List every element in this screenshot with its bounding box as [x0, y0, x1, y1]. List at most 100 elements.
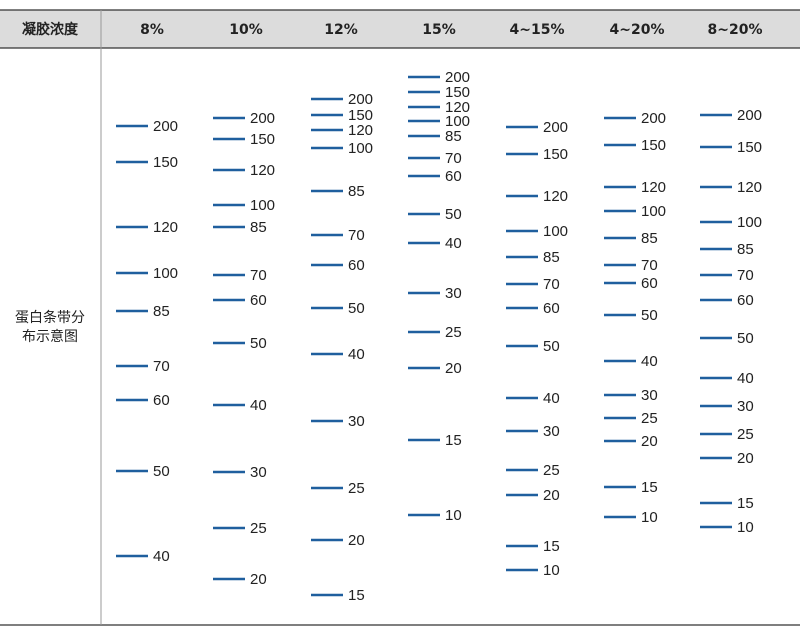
band-label: 50 — [641, 307, 658, 324]
band-label: 70 — [348, 227, 365, 244]
column-header-15pct: 15% — [422, 22, 456, 38]
band-label: 25 — [737, 426, 754, 443]
band-label: 200 — [153, 118, 178, 135]
band-label: 30 — [543, 423, 560, 440]
band-label: 60 — [153, 392, 170, 409]
band-label: 20 — [641, 433, 658, 450]
band-label: 150 — [737, 139, 762, 156]
band-label: 50 — [737, 330, 754, 347]
column-header-10pct: 10% — [229, 22, 263, 38]
band-label: 120 — [543, 188, 568, 205]
band-label: 70 — [543, 276, 560, 293]
band-label: 60 — [737, 292, 754, 309]
band-label: 30 — [641, 387, 658, 404]
band-label: 200 — [737, 107, 762, 124]
band-label: 85 — [445, 128, 462, 145]
band-label: 60 — [445, 168, 462, 185]
band-label: 120 — [641, 179, 666, 196]
band-label: 15 — [348, 587, 365, 604]
band-label: 60 — [250, 292, 267, 309]
band-label: 150 — [445, 84, 470, 101]
band-label: 10 — [737, 519, 754, 536]
band-label: 50 — [153, 463, 170, 480]
band-label: 40 — [250, 397, 267, 414]
band-label: 150 — [348, 107, 373, 124]
column-header-8pct: 8% — [140, 22, 164, 38]
band-label: 70 — [641, 257, 658, 274]
band-label: 150 — [641, 137, 666, 154]
band-label: 70 — [153, 358, 170, 375]
band-label: 100 — [348, 140, 373, 157]
band-label: 85 — [641, 230, 658, 247]
band-label: 85 — [153, 303, 170, 320]
band-label: 15 — [445, 432, 462, 449]
band-label: 25 — [445, 324, 462, 341]
band-label: 70 — [737, 267, 754, 284]
band-label: 60 — [641, 275, 658, 292]
band-label: 30 — [737, 398, 754, 415]
band-label: 50 — [445, 206, 462, 223]
band-label: 20 — [250, 571, 267, 588]
band-label: 100 — [543, 223, 568, 240]
header-row-bg — [0, 10, 800, 48]
band-label: 15 — [737, 495, 754, 512]
band-label: 70 — [250, 267, 267, 284]
band-label: 20 — [737, 450, 754, 467]
band-label: 100 — [250, 197, 275, 214]
column-header-4-20pct: 4~20% — [610, 22, 665, 38]
band-label: 40 — [737, 370, 754, 387]
band-label: 25 — [348, 480, 365, 497]
band-label: 100 — [737, 214, 762, 231]
band-label: 150 — [543, 146, 568, 163]
band-label: 50 — [348, 300, 365, 317]
band-label: 50 — [250, 335, 267, 352]
band-label: 200 — [641, 110, 666, 127]
band-label: 150 — [153, 154, 178, 171]
band-label: 200 — [445, 69, 470, 86]
column-header-4-15pct: 4~15% — [510, 22, 565, 38]
band-label: 60 — [348, 257, 365, 274]
band-label: 70 — [445, 150, 462, 167]
band-label: 100 — [153, 265, 178, 282]
band-label: 120 — [153, 219, 178, 236]
band-label: 100 — [445, 113, 470, 130]
band-label: 85 — [250, 219, 267, 236]
band-label: 40 — [641, 353, 658, 370]
band-label: 40 — [348, 346, 365, 363]
band-label: 85 — [348, 183, 365, 200]
band-label: 85 — [543, 249, 560, 266]
band-label: 20 — [445, 360, 462, 377]
band-label: 20 — [348, 532, 365, 549]
band-label: 25 — [543, 462, 560, 479]
band-label: 85 — [737, 241, 754, 258]
band-label: 10 — [445, 507, 462, 524]
band-label: 15 — [543, 538, 560, 555]
band-label: 50 — [543, 338, 560, 355]
row-label-line2: 布示意图 — [22, 328, 78, 345]
band-label: 10 — [543, 562, 560, 579]
band-label: 20 — [543, 487, 560, 504]
band-label: 120 — [348, 122, 373, 139]
column-header-12pct: 12% — [324, 22, 358, 38]
band-label: 60 — [543, 300, 560, 317]
band-label: 200 — [250, 110, 275, 127]
band-label: 120 — [737, 179, 762, 196]
band-label: 40 — [153, 548, 170, 565]
band-label: 40 — [543, 390, 560, 407]
band-label: 30 — [348, 413, 365, 430]
band-label: 10 — [641, 509, 658, 526]
band-label: 120 — [445, 99, 470, 116]
band-label: 15 — [641, 479, 658, 496]
band-label: 30 — [445, 285, 462, 302]
band-label: 120 — [250, 162, 275, 179]
band-label: 30 — [250, 464, 267, 481]
band-label: 25 — [250, 520, 267, 537]
marker-ladders: 2001501201008570605040200150120100857060… — [116, 69, 762, 604]
band-label: 150 — [250, 131, 275, 148]
band-label: 100 — [641, 203, 666, 220]
row-label-line1: 蛋白条带分 — [15, 309, 85, 326]
row-header-label: 凝胶浓度 — [22, 21, 79, 38]
band-label: 25 — [641, 410, 658, 427]
band-label: 200 — [348, 91, 373, 108]
